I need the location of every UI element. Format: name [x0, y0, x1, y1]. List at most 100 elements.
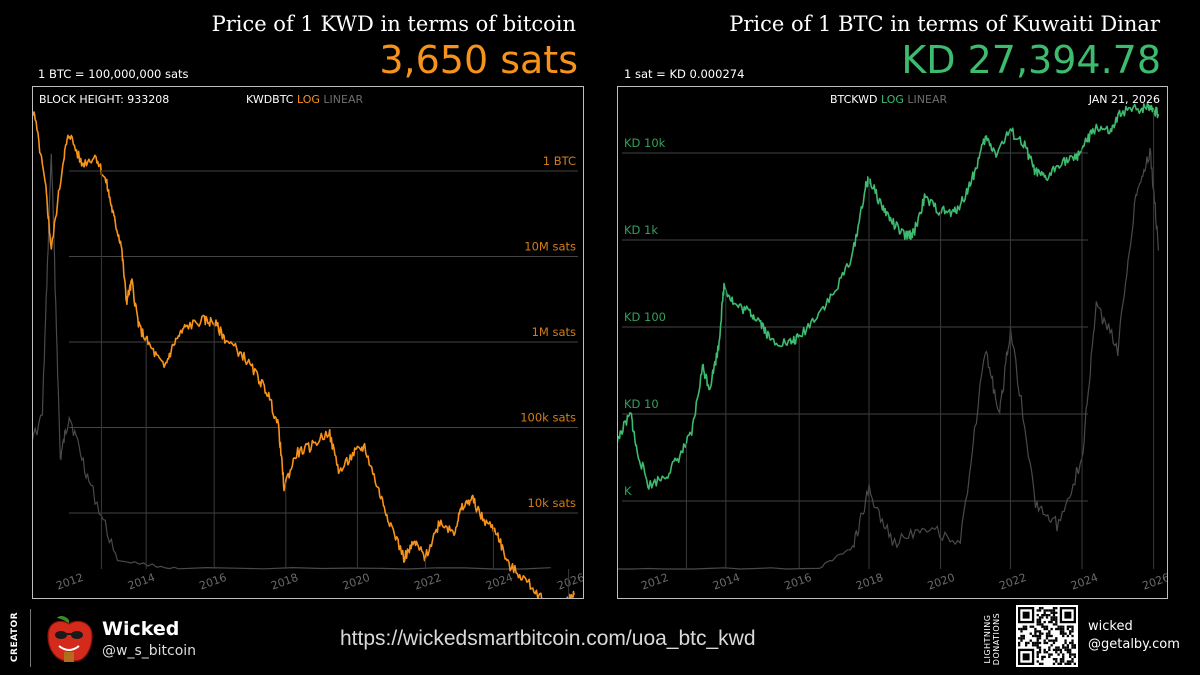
qr-module [1062, 660, 1065, 663]
qr-module [1064, 632, 1067, 635]
qr-module [1052, 658, 1056, 661]
qr-module [1036, 641, 1039, 645]
x-tick-label: 2012 [54, 571, 85, 593]
qr-module [1071, 634, 1074, 638]
y-tick-label: 100k sats [520, 411, 576, 425]
qr-module [1071, 646, 1074, 649]
qr-module [1036, 660, 1039, 663]
qr-module [1041, 625, 1044, 628]
qr-module [1052, 639, 1056, 642]
qr-module [1045, 625, 1049, 628]
qr-module [1045, 637, 1049, 640]
qr-module [1045, 613, 1049, 617]
qr-module [1024, 625, 1028, 628]
qr-module [1050, 644, 1053, 647]
qr-module [1050, 627, 1053, 631]
qr-module [1055, 660, 1058, 663]
block-height-label: BLOCK HEIGHT: 933208 [39, 93, 170, 106]
qr-module [1038, 646, 1042, 649]
left-mode-linear[interactable]: LINEAR [323, 93, 364, 106]
left-big-value: 3,650 sats [379, 38, 578, 82]
creator-avatar[interactable] [42, 610, 96, 666]
qr-module [1045, 651, 1049, 654]
left-note: 1 BTC = 100,000,000 sats [38, 67, 189, 81]
ln-address[interactable]: @getalby.com [1088, 637, 1180, 652]
qr-module [1071, 641, 1074, 645]
lightning-qr-code[interactable] [1016, 605, 1078, 667]
qr-module [1036, 613, 1039, 617]
qr-module [1043, 613, 1046, 617]
x-tick-label: 2016 [783, 571, 814, 593]
left-chart-svg: 1 BTC 10M sats 1M sats 100k sats 10k sats 201… [33, 111, 583, 598]
source-url[interactable]: https://wickedsmartbitcoin.com/uoa_btc_k… [340, 627, 756, 650]
qr-module [1066, 646, 1070, 649]
qr-module [1057, 653, 1060, 656]
qr-module [1045, 616, 1049, 619]
qr-module [1036, 644, 1039, 647]
qr-module [1069, 641, 1072, 645]
lightning-label: LIGHTNING DONATIONS [983, 612, 1001, 666]
creator-handle[interactable]: @w_s_bitcoin [102, 643, 197, 659]
background-gray-series [618, 147, 1159, 570]
qr-module [1071, 639, 1074, 642]
qr-module [1066, 662, 1070, 665]
qr-module [1052, 616, 1056, 619]
qr-module [1055, 646, 1058, 649]
qr-module [1038, 620, 1042, 624]
qr-module [1034, 627, 1037, 631]
qr-module [1059, 648, 1063, 652]
qr-module [1038, 609, 1042, 612]
qr-module [1038, 637, 1042, 640]
qr-module [1036, 634, 1039, 638]
right-mode-linear[interactable]: LINEAR [907, 93, 948, 106]
right-mode-log[interactable]: LOG [880, 93, 904, 106]
left-ticker: KWDBTC [246, 93, 294, 106]
creator-name: Wicked [102, 618, 180, 640]
qr-module [1038, 618, 1042, 621]
lightning-label-wrap: LIGHTNING DONATIONS [978, 606, 1006, 668]
qr-module [1071, 625, 1074, 628]
qr-module [1022, 625, 1025, 628]
right-mode-toggle: BTCKWD LOG LINEAR [830, 93, 947, 106]
qr-module [1069, 651, 1072, 654]
qr-module [1069, 648, 1072, 652]
qr-module [1041, 655, 1044, 659]
x-tick-label: 2014 [711, 571, 742, 593]
left-chart-panel: 1 BTC 10M sats 1M sats 100k sats 10k sats 201… [32, 86, 584, 599]
qr-module [1031, 634, 1035, 638]
qr-module [1038, 651, 1042, 654]
right-note: 1 sat = KD 0.000274 [624, 67, 745, 81]
left-mode-log[interactable]: LOG [296, 93, 320, 106]
qr-module [1055, 618, 1058, 621]
qr-module [1034, 641, 1037, 645]
qr-finder-core [1064, 611, 1072, 619]
qr-module [1038, 630, 1042, 633]
qr-module [1038, 616, 1042, 619]
qr-module [1029, 632, 1032, 635]
qr-module [1055, 637, 1058, 640]
qr-module [1050, 653, 1053, 656]
qr-module [1048, 655, 1051, 659]
y-tick-label: 10k sats [528, 496, 577, 510]
qr-module [1041, 632, 1044, 635]
qr-module [1073, 653, 1076, 656]
qr-finder-core [1022, 653, 1030, 661]
x-tick-label: 2024 [484, 571, 515, 593]
qr-module [1038, 623, 1042, 626]
qr-module [1057, 646, 1060, 649]
qr-module [1062, 634, 1065, 638]
background-gray-series [33, 153, 551, 570]
qr-module [1069, 655, 1072, 659]
qr-module [1073, 655, 1076, 659]
qr-module [1022, 637, 1025, 640]
qr-module [1024, 644, 1028, 647]
y-tick-label: KD 100 [624, 310, 666, 324]
qr-module [1041, 662, 1044, 665]
qr-module [1036, 618, 1039, 621]
qr-module [1050, 616, 1053, 619]
qr-module [1059, 662, 1063, 665]
qr-module [1043, 609, 1046, 612]
qr-module [1048, 609, 1051, 612]
qr-module [1057, 648, 1060, 652]
qr-module [1052, 613, 1056, 617]
